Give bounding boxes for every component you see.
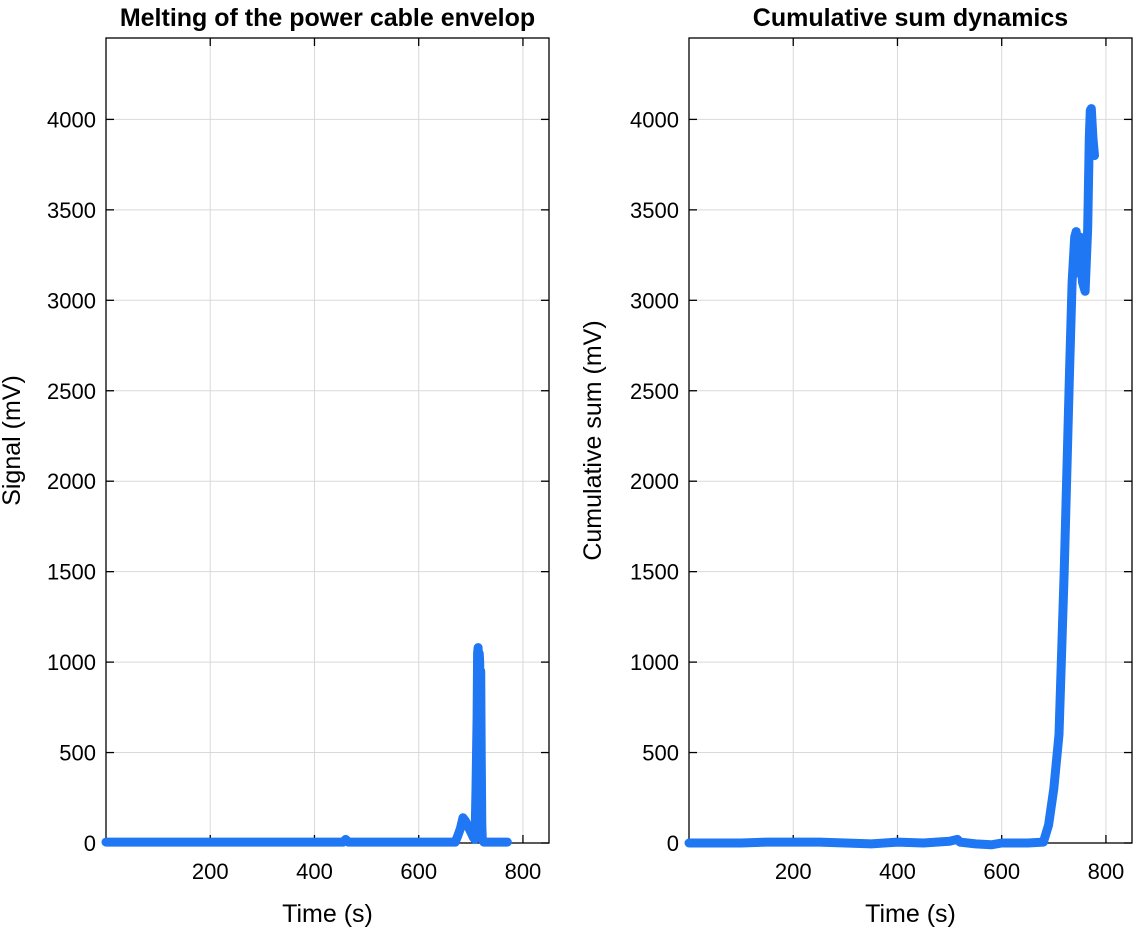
y-tick-label: 1000 xyxy=(630,650,679,675)
y-axis-label: Cumulative sum (mV) xyxy=(579,320,607,560)
y-tick-label: 4000 xyxy=(47,107,96,132)
y-tick-label: 3000 xyxy=(47,288,96,313)
y-tick-label: 1000 xyxy=(47,650,96,675)
y-tick-label: 3500 xyxy=(630,198,679,223)
x-axis-label: Time (s) xyxy=(865,900,956,928)
x-tick-label: 800 xyxy=(505,859,542,884)
axes: 200 400 600 800 0 500 1000 1500 2000 2500 3000 3500… xyxy=(630,37,1133,884)
y-tick-label: 3500 xyxy=(47,198,96,223)
series-line xyxy=(101,643,512,847)
y-tick-label: 2500 xyxy=(630,379,679,404)
x-axis-label: Time (s) xyxy=(282,900,373,928)
x-tick-label: 400 xyxy=(879,859,916,884)
y-tick-label: 500 xyxy=(59,741,96,766)
x-tick-label: 200 xyxy=(192,859,229,884)
x-tick-label: 400 xyxy=(296,859,333,884)
y-tick-label: 2500 xyxy=(47,379,96,404)
grid xyxy=(106,38,549,843)
chart-title: Cumulative sum dynamics xyxy=(753,4,1068,32)
chart-cumulative-sum: 200 400 600 800 0 500 1000 1500 2000 2500 3000 3500… xyxy=(579,4,1133,928)
y-tick-label: 1500 xyxy=(47,560,96,585)
series-line xyxy=(684,104,1099,850)
y-tick-label: 0 xyxy=(84,831,96,856)
x-tick-label: 600 xyxy=(400,859,437,884)
grid xyxy=(689,38,1132,843)
y-tick-label: 4000 xyxy=(630,107,679,132)
y-tick-label: 2000 xyxy=(47,469,96,494)
y-tick-label: 1500 xyxy=(630,560,679,585)
x-tick-label: 200 xyxy=(775,859,812,884)
y-tick-label: 2000 xyxy=(630,469,679,494)
x-tick-label: 800 xyxy=(1088,859,1125,884)
y-tick-label: 0 xyxy=(667,831,679,856)
x-tick-label: 600 xyxy=(983,859,1020,884)
y-axis-label: Signal (mV) xyxy=(0,375,26,506)
chart-title: Melting of the power cable envelop xyxy=(120,4,535,32)
chart-signal: 200 400 600 800 0 500 1000 1500 2000 2500 3000 3500… xyxy=(0,4,550,928)
axes: 200 400 600 800 0 500 1000 1500 2000 2500 3000 3500… xyxy=(47,37,550,884)
y-tick-label: 3000 xyxy=(630,288,679,313)
y-tick-label: 500 xyxy=(642,741,679,766)
